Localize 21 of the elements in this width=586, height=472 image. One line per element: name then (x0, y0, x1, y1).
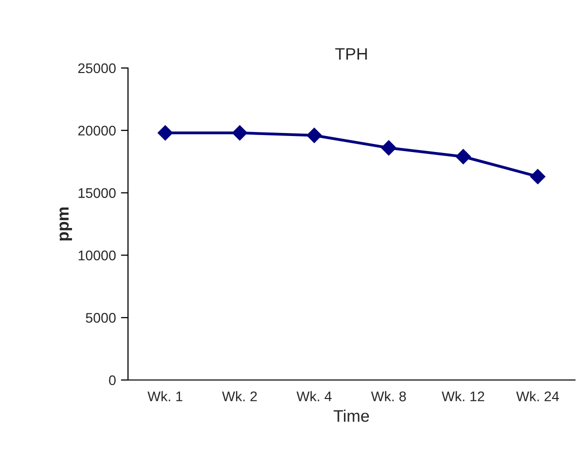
chart-title: TPH (335, 48, 367, 60)
y-tick-label: 0 (109, 375, 116, 386)
y-axis-title: ppm (60, 207, 72, 240)
point (381, 140, 396, 156)
y-tick-label: 5000 (86, 312, 116, 323)
point (232, 125, 248, 140)
y-tick-label: 20000 (78, 126, 116, 136)
point (158, 125, 173, 140)
y-tick-label: 15000 (78, 188, 116, 198)
x-tick-label: Wk. 12 (442, 391, 484, 402)
point (530, 169, 546, 184)
x-tick-label: Wk. 1 (148, 391, 182, 402)
x-axis-title: Time (334, 410, 369, 422)
point (306, 128, 322, 143)
point (456, 149, 471, 164)
x-tick-label: Wk. 2 (222, 391, 257, 402)
x-tick-label: Wk. 24 (516, 391, 559, 402)
y-tick-label: 10000 (78, 250, 116, 260)
x-tick-label: Wk. 4 (296, 391, 332, 402)
x-tick-label: Wk. 8 (371, 391, 406, 402)
y-tick-label: 25000 (78, 63, 116, 74)
